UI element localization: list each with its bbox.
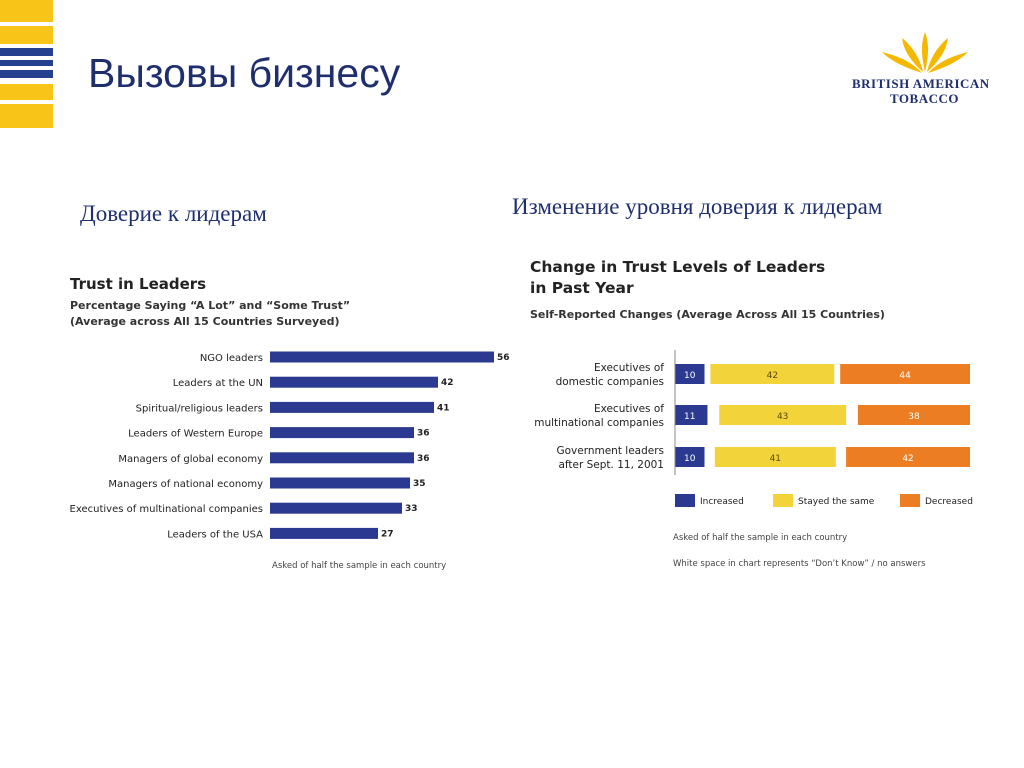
category-label: Executives of (594, 403, 664, 415)
chart-title-line: Change in Trust Levels of Leaders (530, 258, 825, 276)
category-label: Executives of multinational companies (70, 504, 263, 515)
segment-value-label: 41 (770, 454, 781, 464)
category-label: Leaders of Western Europe (128, 429, 263, 440)
category-label: Spiritual/religious leaders (136, 403, 263, 414)
stacked-bar-segment (719, 405, 847, 425)
chart-note: Asked of half the sample in each country (673, 533, 847, 543)
brand-stripes (0, 0, 53, 128)
segment-value-label: 10 (684, 454, 696, 464)
stacked-bar-segment (710, 364, 835, 384)
bat-logo: BRITISH AMERICAN TOBACCO (852, 28, 1002, 108)
category-label: Managers of national economy (108, 479, 263, 490)
bar-value-label: 35 (413, 479, 426, 489)
logo-text-line1: BRITISH AMERICAN (852, 76, 990, 91)
stacked-bar-segment (840, 364, 970, 384)
stripe (0, 0, 53, 22)
stripe (0, 48, 53, 56)
legend-swatch (773, 494, 793, 507)
right-heading: Изменение уровня доверия к лидерам (512, 194, 883, 219)
bar-value-label: 56 (497, 353, 510, 363)
stripe (0, 56, 53, 60)
legend-label: Increased (700, 497, 744, 507)
category-label: after Sept. 11, 2001 (558, 459, 664, 471)
segment-value-label: 42 (767, 371, 778, 381)
segment-value-label: 43 (777, 412, 788, 422)
legend-label: Stayed the same (798, 497, 875, 507)
category-label: Executives of (594, 362, 664, 374)
stacked-bar-segment (675, 364, 705, 384)
stripe (0, 100, 53, 104)
stacked-bar-segment (675, 447, 705, 467)
chart-title: Trust in Leaders (70, 275, 206, 293)
logo-text-line2: TOBACCO (890, 91, 959, 106)
bar (270, 452, 414, 464)
stripe (0, 22, 53, 26)
category-label: Leaders of the USA (167, 529, 263, 540)
category-label: multinational companies (534, 417, 664, 429)
bar (270, 351, 494, 363)
left-heading: Доверие к лидерам (80, 201, 267, 226)
category-label: Government leaders (556, 445, 664, 457)
chart-subtitle-line: (Average across All 15 Countries Surveye… (70, 315, 340, 328)
segment-value-label: 38 (908, 412, 920, 422)
bar-value-label: 36 (417, 429, 430, 439)
stripe (0, 26, 53, 44)
chart-subtitle-line: Percentage Saying “A Lot” and “Some Trus… (70, 299, 350, 312)
chart-note: Asked of half the sample in each country (272, 561, 446, 571)
stacked-bar-segment (857, 405, 970, 425)
slide-title: Вызовы бизнесу (88, 50, 401, 96)
stacked-bar-segment (675, 405, 708, 425)
bar-value-label: 41 (437, 403, 450, 413)
bar (270, 427, 414, 439)
segment-value-label: 11 (684, 412, 695, 422)
legend-label: Decreased (925, 497, 973, 507)
bar-value-label: 27 (381, 529, 394, 539)
stacked-bar-segment (714, 447, 836, 467)
chart-note: White space in chart represents “Don’t K… (673, 559, 926, 569)
bar-value-label: 33 (405, 504, 418, 514)
bar-value-label: 42 (441, 378, 454, 388)
category-label: NGO leaders (200, 353, 263, 364)
bar (270, 376, 438, 388)
stripe (0, 66, 53, 70)
category-label: Leaders at the UN (173, 378, 263, 389)
trust-in-leaders-chart: Trust in Leaders Percentage Saying “A Lo… (70, 275, 510, 571)
segment-value-label: 42 (902, 454, 913, 464)
segment-value-label: 44 (899, 371, 911, 381)
chart-title-line: in Past Year (530, 279, 634, 297)
category-label: domestic companies (556, 376, 664, 388)
legend-swatch (900, 494, 920, 507)
bar (270, 502, 402, 514)
segment-value-label: 10 (684, 371, 696, 381)
stripe (0, 84, 53, 100)
trust-change-chart: Change in Trust Levels of Leaders in Pas… (530, 258, 973, 569)
leaf-logo-icon (882, 32, 968, 73)
bar (270, 477, 410, 489)
category-label: Managers of global economy (118, 454, 263, 465)
bar (270, 401, 434, 413)
stripe (0, 44, 53, 48)
stripe (0, 60, 53, 66)
stripe (0, 70, 53, 78)
bar-value-label: 36 (417, 454, 430, 464)
bar (270, 527, 378, 539)
stripe (0, 104, 53, 128)
chart-subtitle: Self-Reported Changes (Average Across Al… (530, 308, 885, 321)
legend-swatch (675, 494, 695, 507)
stacked-bar-segment (846, 447, 970, 467)
stripe (0, 78, 53, 84)
